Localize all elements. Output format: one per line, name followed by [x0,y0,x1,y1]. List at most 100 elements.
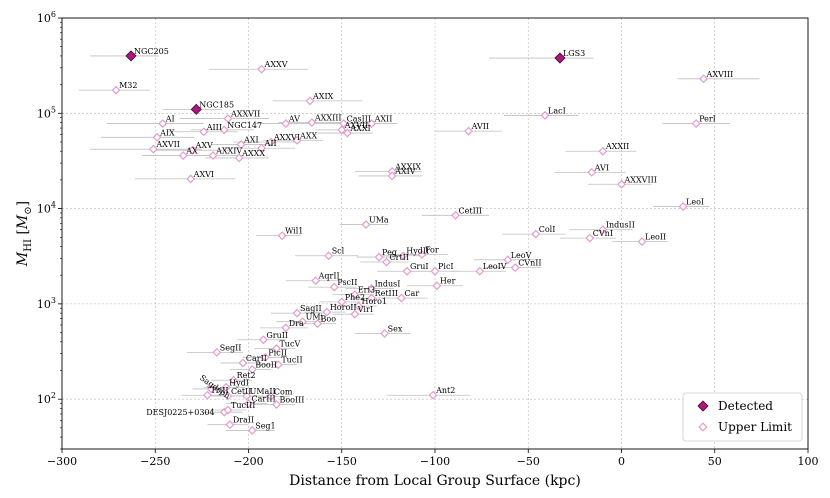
y-axis-title-close: ] [15,201,31,206]
point-axv [188,145,197,155]
label-axxvii: AXXVII [230,110,260,119]
x-tick-label: 50 [708,455,722,468]
label-m32: M32 [119,81,137,90]
point-ngc147 [219,125,229,135]
point-umi [298,317,308,327]
legend-upper-limit-marker [698,422,708,432]
label-peg: Peg [382,248,397,257]
point-axvii [148,144,158,154]
label-ngc205: NGC205 [134,47,169,56]
point-leoi [678,202,688,212]
point-sex [380,328,390,338]
y-tick-base: 10 [37,107,51,120]
label-axiv: AXIV [394,167,416,176]
label-car: Car [404,289,419,298]
point-for [417,250,427,259]
point-axi [236,140,246,149]
legend-detected-marker [697,400,709,412]
label-crtii: CrtII [390,253,409,262]
label-axxviii: AXXVIII [624,175,657,184]
axis-ticks: −300 −250 −200 −150 −100 −50 0 50 10010210310410… [37,10,819,468]
point-indusi [367,284,377,293]
y-axis-title-open: [ [15,229,31,239]
y-tick-label: 106 [37,10,56,25]
label-cetiii: CetIII [459,206,483,215]
point-axxv [257,64,267,74]
point-horo1 [354,301,363,311]
label-axvii: AXVII [344,121,369,130]
point-peri [691,119,701,129]
label-axviii: AXVIII [706,70,734,79]
label-axvii: AXVII [155,140,180,149]
label-phe2: Phe2 [345,293,365,302]
point-axxiv [208,151,218,161]
point-leoii [637,237,647,247]
label-dra: Dra [289,319,304,328]
label-cetii: CetII [231,387,251,396]
label-pscii: PscII [337,278,357,287]
point-m32 [111,85,121,95]
point-leoiv [475,266,485,276]
point-viri [350,309,360,319]
y-axis-title-unit-sub: ⊙ [23,206,34,214]
point-av [281,119,291,129]
point-grui [402,266,412,276]
x-tick-label: 0 [618,455,625,468]
point-axxviii [617,179,626,189]
label-hydi: HydI [229,378,249,387]
label-laci: LacI [548,106,566,115]
y-axis-title-main: M [15,251,31,267]
point-car [396,293,406,303]
y-tick-exponent: 5 [51,105,56,114]
y-tick-base: 10 [37,298,51,311]
point-pici [430,266,440,276]
point-axviii [699,74,709,84]
point-indusii [598,225,608,235]
label-leoi: LeoI [686,198,704,207]
label-scl: Scl [332,247,345,256]
label-axxv: AXXV [264,60,288,69]
point-crtii [382,257,391,267]
x-tick-label: −150 [327,455,357,468]
label-leov: LeoV [511,251,532,260]
legend: Detected Upper Limit [682,392,803,442]
point-axvi [186,174,196,184]
label-cvnii: CVnII [518,259,541,268]
label-draii: DraII [233,416,254,425]
point-axxvi [266,137,276,147]
label-hydii: HydII [406,247,429,256]
point-horoii [322,307,332,317]
y-tick-base: 10 [37,393,51,406]
label-segii: SegII [220,343,242,352]
point-boo [313,319,322,329]
label-axxiii: AXXIII [314,114,342,123]
label-aiii: AIII [206,123,222,132]
point-axx [292,135,302,145]
y-tick-exponent: 4 [51,201,56,210]
point-seg1 [247,425,257,435]
label-avi: AVI [594,163,609,172]
point-axvii [337,125,347,135]
label-grui: GruI [410,262,429,271]
point-casiii [339,119,349,129]
point-coli [531,229,541,239]
point-hydii [398,251,408,261]
label-leoii: LeoII [645,233,666,242]
point-lgs3 [554,52,566,64]
label-umaii: UMaII [250,387,276,396]
label-ngc147: NGC147 [227,121,262,130]
point-draii [225,420,235,430]
label-umi: UMi [306,313,324,322]
point-axii [367,119,377,129]
label-tucii: TucII [281,356,302,365]
label-axx: AXX [299,131,317,140]
label-cvni: CVnI [593,229,613,238]
legend-box [682,392,803,442]
x-tick-label: −50 [517,455,540,468]
x-tick-label: −100 [420,455,450,468]
point-sagdsph [206,384,216,394]
point-dra [281,323,291,333]
legend-detected-label: Detected [718,399,773,413]
point-booii [247,365,257,374]
